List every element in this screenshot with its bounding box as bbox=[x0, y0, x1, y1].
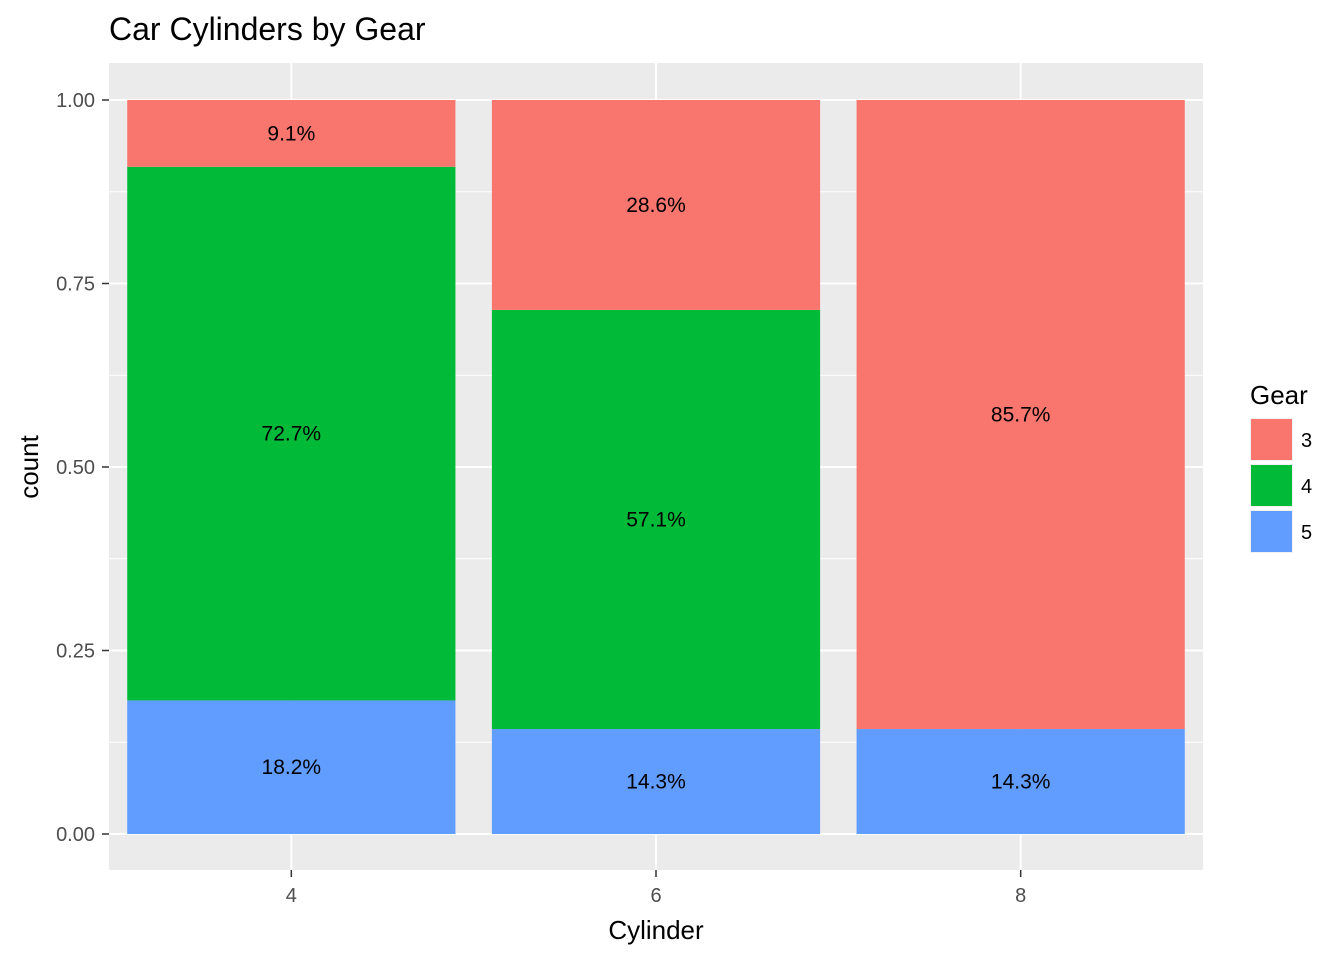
x-tick-label: 4 bbox=[286, 885, 297, 907]
bar-segment-cyl6-gear3 bbox=[491, 100, 821, 310]
legend: Gear 3 4 5 bbox=[1250, 380, 1312, 553]
y-tick-label: 0.00 bbox=[56, 824, 95, 846]
data-label-cyl4-gear4: 72.7% bbox=[262, 423, 322, 446]
data-label-cyl6-gear4: 57.1% bbox=[626, 508, 686, 531]
legend-label-gear5: 5 bbox=[1301, 522, 1312, 544]
data-label-cyl8-gear5: 14.3% bbox=[991, 771, 1051, 794]
y-tick-label: 0.25 bbox=[56, 641, 95, 663]
y-tick-label: 0.50 bbox=[56, 457, 95, 479]
data-label-cyl8-gear3: 85.7% bbox=[991, 404, 1051, 427]
legend-title: Gear bbox=[1250, 380, 1308, 410]
x-axis-title: Cylinder bbox=[608, 915, 704, 945]
x-tick-label: 8 bbox=[1015, 885, 1026, 907]
bar-segment-cyl6-gear4 bbox=[491, 309, 821, 730]
legend-swatch-gear3 bbox=[1251, 419, 1292, 460]
legend-label-gear3: 3 bbox=[1301, 430, 1312, 452]
x-tick-label: 6 bbox=[650, 885, 661, 907]
data-label-cyl4-gear3: 9.1% bbox=[267, 122, 315, 145]
y-tick-label: 0.75 bbox=[56, 274, 95, 296]
legend-swatch-gear4 bbox=[1251, 465, 1292, 506]
bar-segment-cyl4-gear3 bbox=[127, 100, 456, 167]
bar-segment-cyl4-gear4 bbox=[127, 166, 456, 701]
y-axis: 0.00 0.25 0.50 0.75 1.00 bbox=[56, 90, 109, 846]
data-label-cyl4-gear5: 18.2% bbox=[262, 756, 322, 779]
legend-swatch-gear5 bbox=[1251, 511, 1292, 552]
bar-segment-cyl6-gear5 bbox=[491, 729, 821, 834]
bar-segment-cyl8-gear3 bbox=[856, 100, 1185, 730]
data-label-cyl6-gear3: 28.6% bbox=[626, 194, 686, 217]
data-label-cyl6-gear5: 14.3% bbox=[626, 771, 686, 794]
bar-segment-cyl4-gear5 bbox=[127, 700, 456, 834]
chart-title: Car Cylinders by Gear bbox=[109, 11, 426, 47]
bar-segment-cyl8-gear5 bbox=[856, 729, 1185, 834]
bars bbox=[127, 100, 1185, 834]
x-axis: 4 6 8 bbox=[286, 870, 1026, 907]
y-tick-label: 1.00 bbox=[56, 90, 95, 112]
y-axis-title: count bbox=[14, 434, 44, 498]
data-labels: 18.2% 72.7% 9.1% 14.3% 57.1% 28.6% 14.3% 85.7% bbox=[262, 122, 1051, 793]
legend-label-gear4: 4 bbox=[1301, 476, 1312, 498]
